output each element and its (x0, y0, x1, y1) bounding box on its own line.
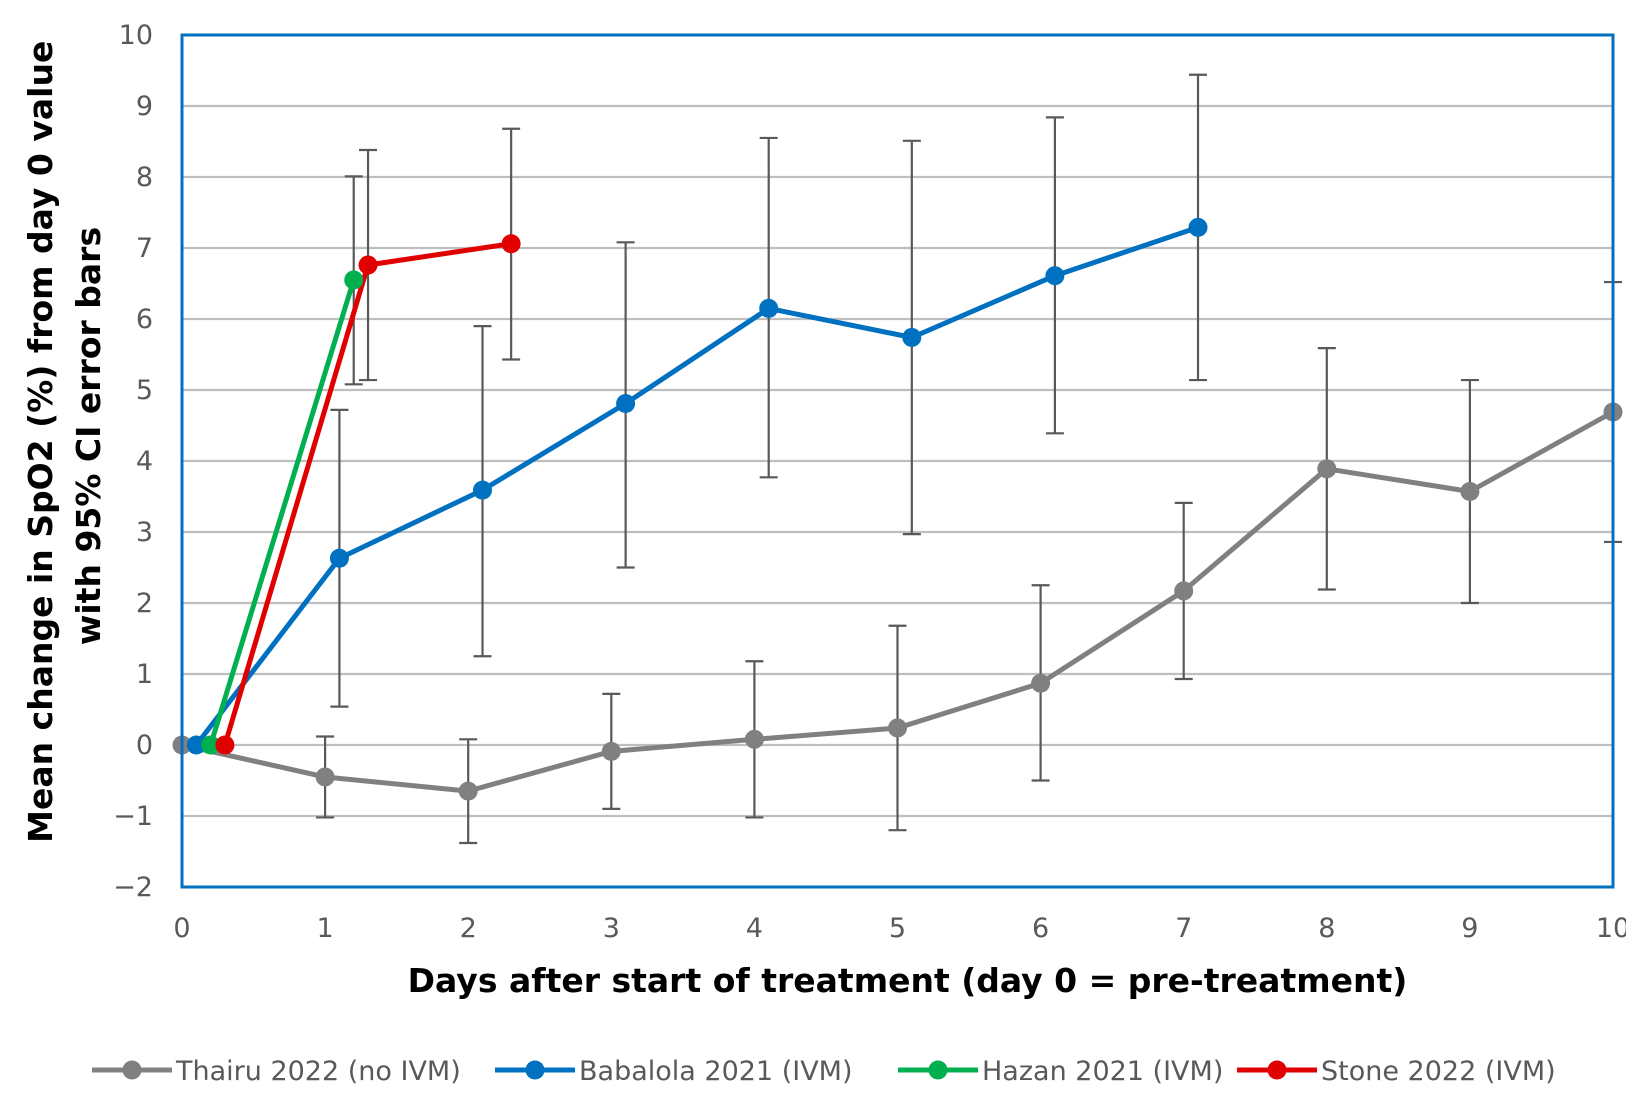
data-point (473, 480, 493, 500)
legend-marker (122, 1060, 142, 1080)
data-point (186, 735, 206, 755)
legend-item-1: Babalola 2021 (IVM) (495, 1056, 853, 1087)
x-tick-label: 1 (317, 913, 334, 944)
data-point (902, 327, 922, 347)
y-tick-label: 1 (136, 659, 153, 690)
y-tick-label: −2 (113, 872, 153, 903)
x-axis-title: Days after start of treatment (day 0 = p… (408, 961, 1408, 1000)
x-tick-label: 4 (746, 913, 763, 944)
data-point (358, 255, 378, 275)
series-line-1 (194, 225, 1199, 747)
y-tick-label: 9 (136, 91, 153, 122)
data-point (315, 767, 335, 787)
y-tick-label: 7 (136, 233, 153, 264)
x-tick-label: 7 (1175, 913, 1192, 944)
data-point (1174, 581, 1194, 601)
legend-marker (928, 1060, 948, 1080)
y-tick-label: 8 (136, 162, 153, 193)
y-tick-label: 3 (136, 517, 153, 548)
data-point (1317, 459, 1337, 479)
legend-label: Babalola 2021 (IVM) (579, 1056, 853, 1087)
y-tick-label: 5 (136, 375, 153, 406)
legend-marker (1267, 1060, 1287, 1080)
legend-label: Stone 2022 (IVM) (1321, 1056, 1556, 1087)
x-tick-label: 10 (1596, 913, 1626, 944)
y-tick-label: 4 (136, 446, 153, 477)
y-tick-label: 6 (136, 304, 153, 335)
plot-area-border (180, 33, 1615, 889)
data-point (215, 735, 235, 755)
data-point (458, 781, 478, 801)
y-tick-label: 0 (136, 730, 153, 761)
tick-labels: −2 −1 0 1 2 3 4 5 6 7 8 9 10 0 1 2 3 4 5 6 7 8 9 10 (113, 20, 1626, 944)
x-tick-label: 3 (603, 913, 620, 944)
data-points (172, 217, 1623, 801)
y-tick-label: 2 (136, 588, 153, 619)
legend-marker (525, 1060, 545, 1080)
x-tick-label: 0 (173, 913, 190, 944)
y-tick-label: −1 (113, 801, 153, 832)
x-tick-label: 8 (1318, 913, 1335, 944)
data-point (1045, 266, 1065, 286)
legend-label: Thairu 2022 (no IVM) (175, 1056, 461, 1087)
data-point (201, 735, 221, 755)
y-axis-title: Mean change in SpO2 (%) from day 0 value… (21, 29, 108, 843)
legend-label: Hazan 2021 (IVM) (982, 1056, 1223, 1087)
data-point (1031, 673, 1051, 693)
data-point (744, 729, 764, 749)
data-point (759, 298, 779, 318)
error-bars (316, 73, 1622, 845)
legend-item-3: Stone 2022 (IVM) (1237, 1056, 1556, 1087)
legend-item-2: Hazan 2021 (IVM) (898, 1056, 1223, 1087)
data-point (1188, 217, 1208, 237)
x-tick-label: 6 (1032, 913, 1049, 944)
data-point (501, 234, 521, 254)
legend-item-0: Thairu 2022 (no IVM) (92, 1056, 461, 1087)
x-tick-label: 9 (1461, 913, 1478, 944)
data-point (601, 741, 621, 761)
data-point (1460, 482, 1480, 502)
x-tick-label: 5 (889, 913, 906, 944)
data-point (344, 270, 364, 290)
x-tick-label: 2 (460, 913, 477, 944)
legend: Thairu 2022 (no IVM) Babalola 2021 (IVM) H… (92, 1056, 1556, 1087)
data-point (888, 718, 907, 738)
data-point (329, 548, 349, 568)
y-tick-label: 10 (119, 20, 153, 51)
series-line-2 (208, 279, 357, 746)
data-point (616, 393, 636, 413)
y-axis-title-line-1: Mean change in SpO2 (%) from day 0 value (21, 41, 60, 843)
y-axis-title-line-2: with 95% CI error bars (69, 227, 108, 645)
